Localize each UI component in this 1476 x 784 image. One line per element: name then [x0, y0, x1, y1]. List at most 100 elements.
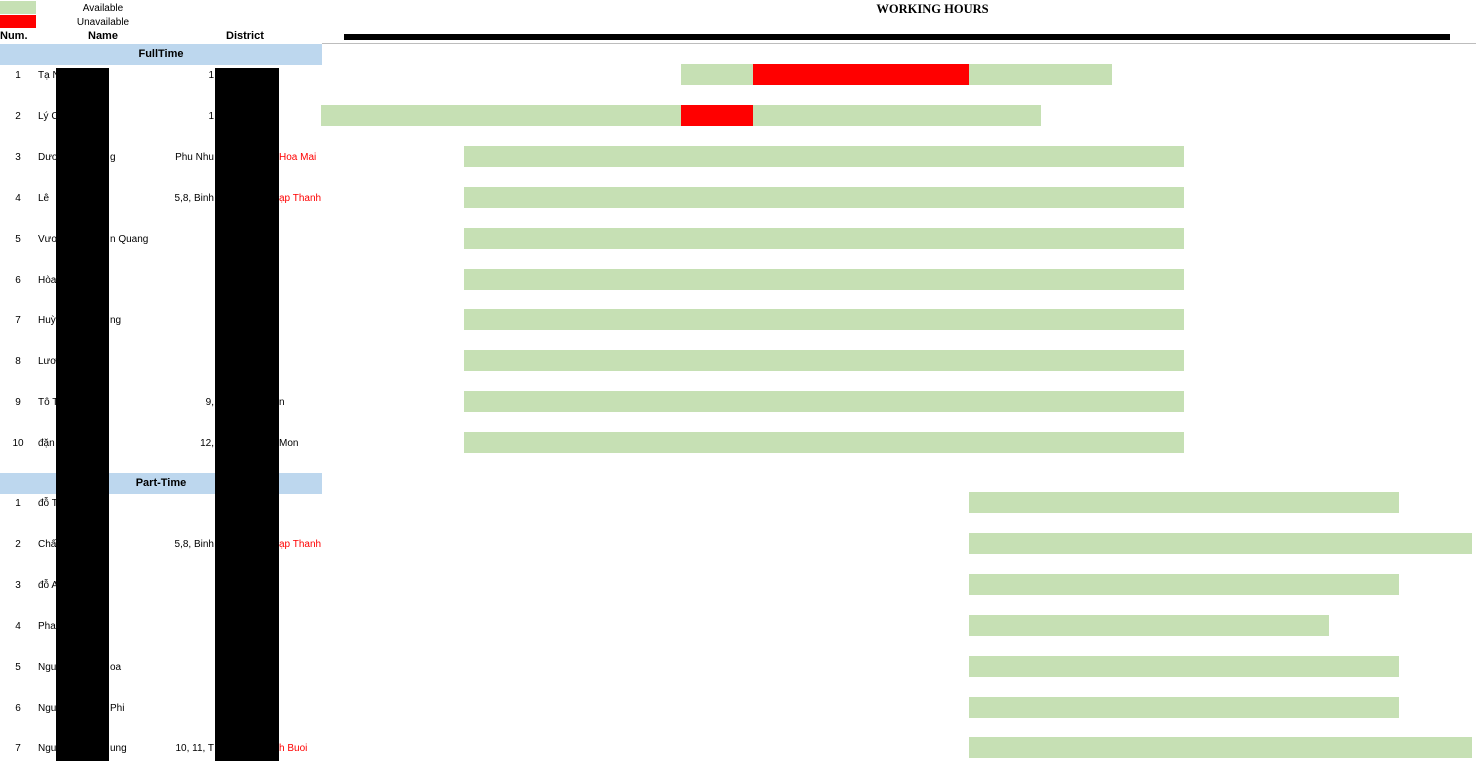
schedule-row: 7 Ngu ung 10, 11, T h Buoi: [0, 737, 1476, 784]
time-axis: [344, 34, 1450, 40]
row-number: 4: [15, 192, 21, 204]
schedule-row: 8 Lươ: [0, 350, 1476, 397]
employee-name: Hòa: [38, 274, 57, 286]
available-bar: [464, 268, 1185, 290]
schedule-row: 9 Tô T 9, n: [0, 391, 1476, 438]
page-title: WORKING HOURS: [876, 2, 989, 16]
schedule-row: 5 Ngu oa: [0, 655, 1476, 703]
district-highlight-text: h Buoi: [279, 743, 308, 755]
district-highlight-text: ạp Thanh: [279, 538, 322, 550]
row-number: 9: [15, 397, 21, 409]
employee-name: Tạ N: [38, 70, 60, 81]
available-bar: [968, 696, 1399, 718]
schedule-row: 3 đỗ A: [0, 573, 1476, 621]
employee-name: Chấ: [38, 538, 57, 550]
available-bar: [464, 350, 1185, 372]
schedule-row: 4 Pha: [0, 614, 1476, 662]
district-text: 5,8, Binh: [174, 192, 214, 204]
schedule-row: 6 Ngu Phi: [0, 696, 1476, 744]
available-bar: [464, 227, 1185, 249]
available-bar: [968, 655, 1399, 677]
row-number: 6: [15, 274, 21, 286]
employee-name: Lê: [38, 192, 50, 204]
available-bar: [464, 391, 1185, 413]
schedule-row: 6 Hòa: [0, 268, 1476, 316]
district-text: 1: [208, 70, 214, 81]
available-bar: [968, 532, 1472, 554]
legend-unavailable-label: Unavailable: [76, 17, 130, 28]
district-highlight-text: Hoa Mai: [279, 151, 317, 163]
row-number: 1: [15, 70, 21, 81]
row-number: 7: [15, 743, 21, 755]
row-number: 7: [15, 315, 21, 327]
schedule-row: 1 đỗ T: [0, 492, 1476, 539]
available-bar: [968, 573, 1399, 595]
employee-name: Ngu: [38, 702, 57, 714]
district-text: 9,: [205, 397, 214, 409]
district-suffix-text: Mon: [279, 438, 299, 450]
employee-name: Lý C: [38, 110, 59, 122]
available-bar: [464, 186, 1185, 208]
employee-name-tail: ng: [110, 315, 122, 327]
district-text: Phu Nhu: [175, 151, 214, 163]
employee-name: Vươ: [38, 233, 58, 245]
employee-name-tail: n Quang: [110, 233, 149, 245]
row-number: 3: [15, 151, 21, 163]
num-header: Num.: [0, 30, 28, 42]
district-text: 1: [208, 110, 214, 122]
legend-available-label: Available: [82, 3, 124, 14]
available-bar: [968, 614, 1329, 636]
schedule-row: 5 Vươ n Quang: [0, 227, 1476, 275]
row-number: 2: [15, 538, 21, 550]
schedule-row: 7 Huỳ ng: [0, 309, 1476, 356]
unavailable-bar: [681, 104, 754, 126]
row-number: 6: [15, 702, 21, 714]
unavailable-bar: [753, 64, 969, 85]
district-text: 5,8, Binh: [174, 538, 214, 550]
employee-name: đỗ A: [38, 579, 59, 591]
schedule-row: 3 Dươ g Phu Nhu Hoa Mai: [0, 145, 1476, 193]
section-fulltime: FullTime: [0, 44, 322, 65]
district-header: District: [226, 30, 264, 42]
schedule-row: 2 Chấ 5,8, Binh ạp Thanh: [0, 532, 1476, 580]
available-bar: [968, 492, 1399, 513]
employee-name: đặn: [38, 438, 55, 450]
row-number: 5: [15, 233, 21, 245]
employee-name-tail: Phi: [110, 702, 125, 714]
employee-name: đỗ T: [38, 498, 58, 509]
row-number: 5: [15, 661, 21, 673]
row-number: 2: [15, 110, 21, 122]
row-number: 1: [15, 498, 21, 509]
available-bar: [968, 737, 1472, 759]
available-bar: [464, 432, 1185, 454]
row-number: 3: [15, 579, 21, 591]
schedule-row: 10 đặn 12, Mon: [0, 432, 1476, 479]
employee-name: Pha: [38, 620, 56, 632]
schedule-row: 2 Lý C 1: [0, 104, 1476, 152]
employee-name-tail: ung: [110, 743, 127, 755]
district-text: 10, 11, T: [175, 743, 214, 755]
redaction-district: [215, 68, 279, 761]
available-bar: [464, 145, 1185, 167]
district-suffix-text: n: [279, 397, 285, 409]
legend-available-swatch: [0, 1, 36, 14]
schedule-row: 4 Lê 5,8, Binh ạp Thanh: [0, 186, 1476, 234]
employee-name: Lươ: [38, 356, 57, 368]
employee-name: Ngu: [38, 743, 57, 755]
employee-name: Ngu: [38, 661, 57, 673]
employee-name: Dươ: [38, 151, 59, 163]
row-number: 8: [15, 356, 21, 368]
district-text: 12,: [200, 438, 214, 450]
schedule-row: 1 Tạ N 1: [0, 64, 1476, 111]
redaction-name: [56, 68, 109, 761]
employee-name-tail: g: [110, 151, 116, 163]
axis-divider: [322, 43, 1476, 44]
employee-name-tail: oa: [110, 661, 122, 673]
row-number: 4: [15, 620, 21, 632]
row-number: 10: [12, 438, 24, 450]
employee-name: Huỳ: [38, 315, 56, 327]
employee-name: Tô T: [38, 397, 59, 409]
district-highlight-text: ạp Thanh: [279, 192, 322, 204]
available-bar: [464, 309, 1185, 331]
name-header: Name: [88, 30, 118, 42]
